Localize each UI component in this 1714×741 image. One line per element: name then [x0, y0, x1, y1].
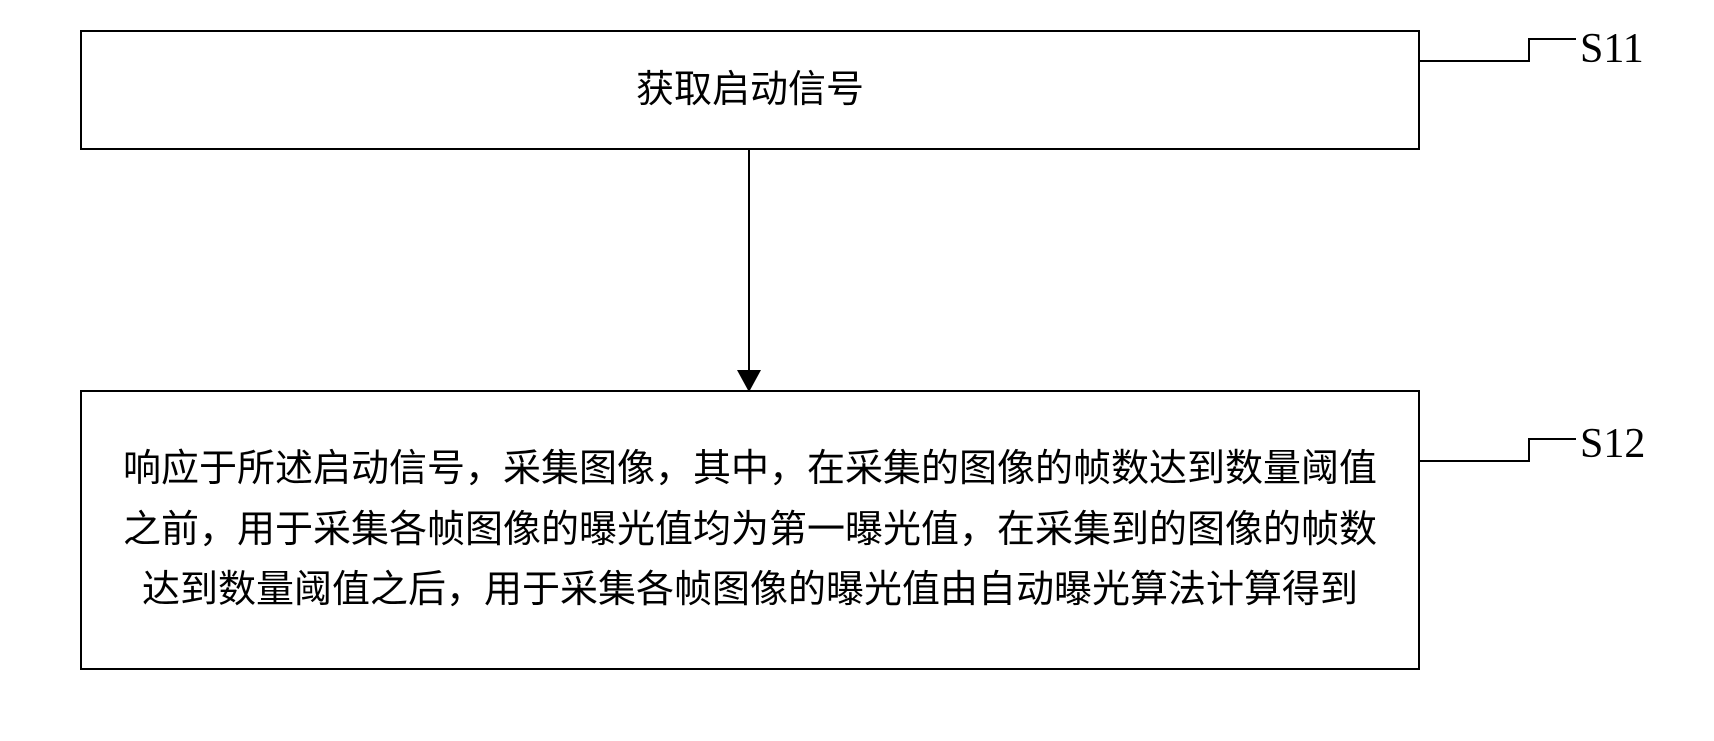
flowchart-node-s11: 获取启动信号 — [80, 30, 1420, 150]
label-connector-line — [1528, 438, 1530, 462]
flowchart-node-s12: 响应于所述启动信号，采集图像，其中，在采集的图像的帧数达到数量阈值之前，用于采集… — [80, 390, 1420, 670]
flow-arrow-head-icon — [737, 370, 761, 392]
node-text: 获取启动信号 — [636, 60, 864, 121]
label-connector-line — [1420, 60, 1530, 62]
label-connector-line — [1528, 38, 1576, 40]
label-connector-line — [1528, 438, 1576, 440]
node-text: 响应于所述启动信号，采集图像，其中，在采集的图像的帧数达到数量阈值之前，用于采集… — [122, 439, 1378, 621]
node-label-s11: S11 — [1580, 25, 1644, 73]
label-connector-line — [1420, 460, 1530, 462]
flowchart-container: 获取启动信号 S11 响应于所述启动信号，采集图像，其中，在采集的图像的帧数达到… — [0, 0, 1714, 741]
flow-arrow-line — [748, 150, 750, 375]
label-connector-line — [1528, 38, 1530, 62]
node-label-s12: S12 — [1580, 420, 1645, 468]
